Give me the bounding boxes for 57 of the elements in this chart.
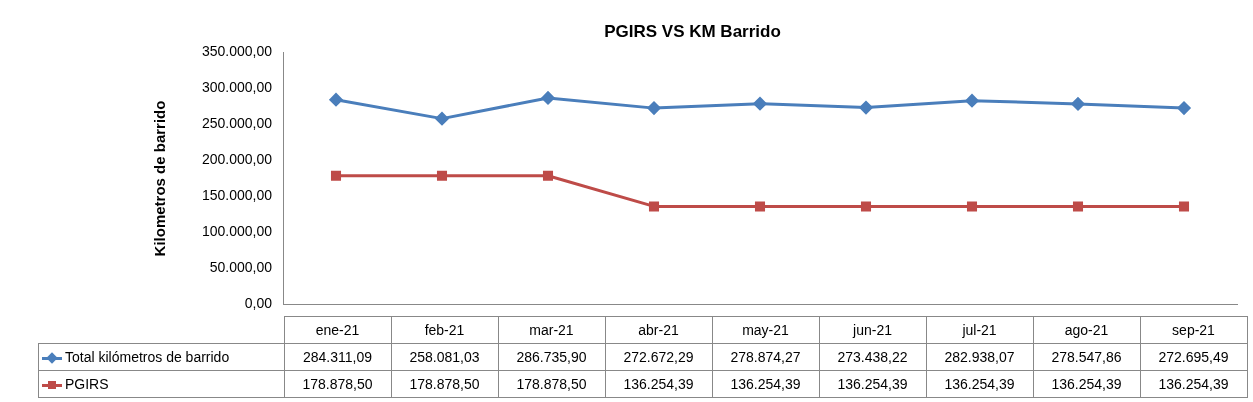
x-tick-label: may-21 (712, 316, 819, 344)
x-tick-label: ene-21 (284, 316, 391, 344)
y-tick-label: 350.000,00 (201, 43, 273, 60)
point (329, 93, 343, 107)
point (541, 91, 555, 105)
data-label: 136.254,39 (712, 370, 819, 398)
point (435, 112, 449, 126)
data-label: 178.878,50 (498, 370, 605, 398)
point (860, 201, 872, 212)
legend-label: PGIRS (65, 376, 109, 392)
data-label: 136.254,39 (819, 370, 926, 398)
y-tick-label: 0,00 (244, 295, 273, 312)
data-label: 278.874,27 (712, 343, 819, 371)
y-tick-label: 100.000,00 (201, 223, 273, 240)
point (648, 201, 660, 212)
chart-title: PGIRS VS KM Barrido (604, 21, 781, 41)
y-tick-label: 50.000,00 (209, 259, 273, 276)
x-tick-label: ago-21 (1033, 316, 1140, 344)
point (965, 94, 979, 108)
point (753, 97, 767, 111)
y-tick-label: 250.000,00 (201, 115, 273, 132)
point (966, 201, 978, 212)
data-label: 136.254,39 (605, 370, 712, 398)
point (1072, 201, 1084, 212)
y-axis-title: Kilometros de barrido (151, 100, 169, 257)
point (1071, 97, 1085, 111)
x-tick-label: sep-21 (1140, 316, 1247, 344)
data-label: 136.254,39 (926, 370, 1033, 398)
data-label: 136.254,39 (1033, 370, 1140, 398)
data-label: 272.672,29 (605, 343, 712, 371)
x-tick-label: jul-21 (926, 316, 1033, 344)
data-label: 286.735,90 (498, 343, 605, 371)
point (436, 170, 448, 181)
point (542, 170, 554, 181)
point (1177, 101, 1191, 115)
x-tick-label: mar-21 (498, 316, 605, 344)
data-label: 273.438,22 (819, 343, 926, 371)
y-tick-label: 150.000,00 (201, 187, 273, 204)
point (647, 101, 661, 115)
x-tick-label: feb-21 (391, 316, 498, 344)
y-tick-label: 200.000,00 (201, 151, 273, 168)
data-label: 258.081,03 (391, 343, 498, 371)
point (330, 170, 342, 181)
data-label: 136.254,39 (1140, 370, 1247, 398)
point (754, 201, 766, 212)
y-tick-label: 300.000,00 (201, 79, 273, 96)
data-label: 278.547,86 (1033, 343, 1140, 371)
point (1178, 201, 1190, 212)
data-label: 284.311,09 (284, 343, 391, 371)
legend-label: Total kilómetros de barrido (65, 349, 230, 365)
data-label: 272.695,49 (1140, 343, 1247, 371)
x-tick-label: jun-21 (819, 316, 926, 344)
x-tick-label: abr-21 (605, 316, 712, 344)
data-label: 178.878,50 (391, 370, 498, 398)
data-label: 282.938,07 (926, 343, 1033, 371)
point (859, 101, 873, 115)
data-label: 178.878,50 (284, 370, 391, 398)
